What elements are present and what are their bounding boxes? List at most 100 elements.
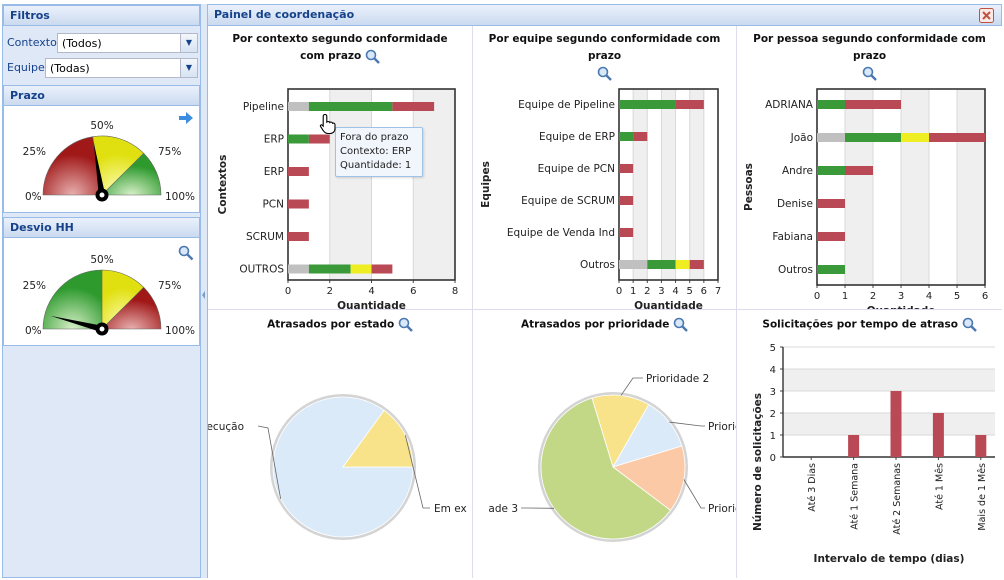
gauge-label: 50% [90, 120, 113, 132]
bar-segment[interactable] [817, 166, 845, 175]
gauge-pivot-center [99, 192, 105, 198]
x-tick-label: Até 3 Dias [807, 463, 818, 512]
bar-segment[interactable] [817, 232, 845, 241]
x-tick-label: 2 [644, 286, 650, 297]
bar[interactable] [975, 435, 987, 457]
bar-segment[interactable] [288, 134, 309, 144]
bar-segment[interactable] [817, 133, 845, 142]
bar-segment[interactable] [619, 260, 648, 269]
x-tick-label: 5 [954, 291, 960, 302]
bar-segment[interactable] [845, 133, 901, 142]
search-icon[interactable] [365, 49, 380, 64]
y-tick-label: SCRUM [246, 231, 284, 243]
close-icon[interactable] [979, 8, 994, 23]
bar-segment[interactable] [675, 260, 690, 269]
y-axis-label: Equipes [480, 161, 492, 208]
bar-segment[interactable] [288, 264, 309, 274]
team-combo[interactable]: (Todas) ▼ [45, 58, 198, 78]
bar-segment[interactable] [817, 265, 845, 274]
bar-segment[interactable] [619, 164, 634, 173]
bar-segment[interactable] [288, 167, 309, 176]
gauge-label: 75% [158, 280, 181, 292]
chevron-down-icon[interactable]: ▼ [180, 34, 197, 52]
x-axis-label: Intervalo de tempo (dias) [814, 553, 965, 565]
search-icon[interactable] [862, 66, 877, 81]
coordination-panel: Painel de coordenação Por contexto segun… [207, 4, 1002, 578]
search-icon[interactable] [178, 245, 194, 261]
search-icon[interactable] [673, 317, 688, 332]
bar-segment[interactable] [929, 133, 985, 142]
y-axis-label: Contextos [217, 155, 229, 215]
bar-segment[interactable] [619, 196, 634, 205]
bar-segment[interactable] [817, 100, 845, 109]
context-combo[interactable]: (Todos) ▼ [57, 33, 198, 53]
tooltip-line: Contexto: ERP [340, 146, 412, 157]
chart-tooltip: Fora do prazo Contexto: ERP Quantidade: … [335, 127, 423, 177]
chevron-down-icon[interactable]: ▼ [180, 59, 197, 77]
y-tick-label: João [790, 132, 813, 144]
context-filter-row: Contexto (Todos) ▼ [3, 31, 200, 55]
bar-segment[interactable] [371, 264, 393, 274]
chart-title: Por contexto segundo conformidade com pr… [232, 33, 448, 64]
x-tick-label: 8 [452, 286, 458, 297]
pie-label: Prioridade 2 [646, 373, 709, 385]
bar-segment[interactable] [647, 260, 676, 269]
y-tick-label: 5 [770, 343, 776, 354]
team-label: Equipe [7, 61, 45, 74]
splitter[interactable] [201, 4, 207, 578]
chart-por-contexto: Por contexto segundo conformidade com pr… [208, 26, 473, 310]
y-tick-label: Denise [777, 198, 813, 210]
bar-segment[interactable] [619, 132, 634, 141]
search-icon[interactable] [398, 317, 413, 332]
bar-segment[interactable] [817, 199, 845, 208]
bar-segment[interactable] [308, 134, 330, 144]
bar[interactable] [848, 435, 860, 457]
x-tick-label: 0 [814, 291, 820, 302]
gauge-pivot-center [99, 326, 105, 332]
gauge-label: 25% [23, 280, 46, 292]
bar[interactable] [932, 413, 944, 457]
bar-segment[interactable] [845, 166, 873, 175]
bar-segment[interactable] [633, 132, 648, 141]
search-icon[interactable] [962, 317, 977, 332]
arrow-right-icon[interactable] [178, 111, 194, 125]
bar-segment[interactable] [675, 100, 704, 109]
bar-segment[interactable] [288, 199, 309, 209]
search-icon[interactable] [597, 66, 612, 81]
y-tick-label: 2 [770, 409, 776, 420]
y-tick-label: Equipe de PCN [538, 163, 615, 175]
bar-segment[interactable] [288, 232, 309, 241]
x-tick-label: 3 [898, 291, 904, 302]
pie-slice[interactable] [540, 397, 672, 540]
pie-slice[interactable] [591, 394, 650, 469]
bar-segment[interactable] [308, 264, 351, 274]
bar-segment[interactable] [845, 100, 901, 109]
pie-chart-prioridade: Prioridade 2 Priorid Priorid ade 3 [488, 373, 737, 542]
pie-label: Priorid [708, 421, 737, 433]
bar-segment[interactable] [288, 102, 309, 111]
grid-band [633, 89, 648, 280]
x-tick-label: 3 [658, 286, 664, 297]
bar-segment[interactable] [350, 264, 372, 274]
desvio-body: 0% 25% 50% 75% 100% [3, 238, 200, 346]
x-tick-label: 7 [715, 286, 721, 297]
bar-segment[interactable] [392, 102, 435, 111]
bar-segment[interactable] [308, 102, 393, 111]
pie-leader-line [669, 421, 705, 427]
bar-segment[interactable] [689, 260, 704, 269]
x-tick-label: 0 [285, 286, 291, 297]
x-tick-label: 6 [982, 291, 988, 302]
bar-segment[interactable] [619, 100, 676, 109]
y-tick-label: 1 [770, 431, 776, 442]
bar-segment[interactable] [901, 133, 929, 142]
y-tick-label: Outros [580, 259, 615, 271]
pie-label: ecução [208, 421, 244, 433]
bar[interactable] [890, 391, 902, 457]
x-tick-label: 6 [701, 286, 707, 297]
pie-chart-estado: ecução Em ex [208, 394, 467, 540]
context-value: (Todos) [62, 37, 102, 50]
collapse-arrow-icon[interactable] [202, 291, 206, 299]
grid-band [901, 89, 929, 285]
bar-segment[interactable] [619, 228, 634, 237]
grid-band [661, 89, 676, 280]
